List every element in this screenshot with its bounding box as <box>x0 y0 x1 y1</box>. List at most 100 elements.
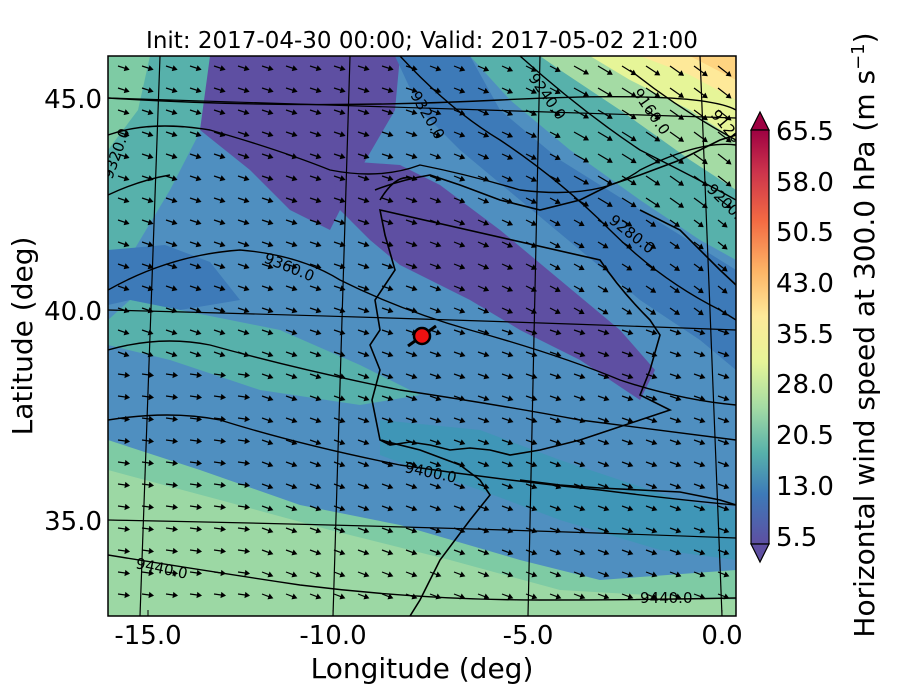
wind-arrow-head <box>339 549 346 556</box>
wind-arrow-head <box>243 329 250 336</box>
wind-arrow-head <box>244 371 251 379</box>
wind-arrow-head <box>171 197 178 204</box>
wind-arrow-head <box>626 287 633 293</box>
wind-arrow-head <box>627 351 634 358</box>
wind-arrow-head <box>220 415 227 423</box>
wind-arrow-head <box>554 66 561 73</box>
wind-arrow-head <box>411 219 418 226</box>
wind-arrow-head <box>411 65 418 72</box>
wind-arrow-head <box>363 219 370 226</box>
wind-arrow-head <box>411 461 418 468</box>
wind-arrow-head <box>721 221 728 228</box>
wind-arrow-head <box>220 503 227 511</box>
wind-arrow-head <box>219 153 226 160</box>
wind-arrow-head <box>315 417 322 424</box>
wind-arrow-head <box>315 153 322 160</box>
wind-arrow-head <box>435 373 442 380</box>
wind-arrow-head <box>459 329 466 336</box>
wind-arrow-head <box>459 395 466 402</box>
map-plot-area: 9320.0 9320.0 9240.0 9160.0 9120.0 9200.… <box>108 56 736 616</box>
wind-arrow-head <box>267 153 274 160</box>
wind-arrow-head <box>172 415 179 423</box>
wind-arrow-head <box>363 263 370 270</box>
wind-arrow-head <box>675 329 682 336</box>
wind-arrow-head <box>603 461 610 468</box>
wind-arrow-head <box>483 241 490 248</box>
wind-arrow-head <box>651 461 658 468</box>
wind-arrow-head <box>651 395 658 402</box>
wind-arrow-head <box>582 201 590 207</box>
wind-arrow-head <box>507 88 514 94</box>
colorbar-tick-label: 43.0 <box>776 269 834 299</box>
wind-arrow-head <box>244 547 251 555</box>
wind-arrow-head <box>699 571 706 578</box>
wind-arrow-head <box>219 329 226 336</box>
wind-arrow-head <box>603 395 610 402</box>
wind-arrow-head <box>148 547 155 555</box>
chart-title: Init: 2017-04-30 00:00; Valid: 2017-05-0… <box>146 28 698 54</box>
wind-arrow-head <box>723 593 730 600</box>
wind-arrow-head <box>555 505 562 512</box>
wind-arrow-head <box>219 219 226 226</box>
wind-arrow-head <box>124 437 131 445</box>
wind-arrow-head <box>387 219 394 226</box>
wind-arrow-head <box>697 265 704 272</box>
wind-arrow-head <box>267 109 274 116</box>
wind-arrow-head <box>291 241 298 248</box>
y-tick-label: 40.0 <box>44 297 102 327</box>
wind-arrow-head <box>387 483 394 490</box>
wind-arrow-head <box>147 131 154 138</box>
wind-arrow-head <box>435 65 442 72</box>
wind-arrow-head <box>363 549 370 556</box>
wind-arrow-head <box>554 220 561 227</box>
wind-arrow-head <box>603 417 610 424</box>
wind-arrow-head <box>435 593 442 600</box>
wind-arrow-head <box>172 459 179 467</box>
wind-arrow-head <box>291 549 298 556</box>
wind-arrow-head <box>459 87 466 94</box>
colorbar-tick-label: 58.0 <box>776 168 834 198</box>
x-axis: -15.0 -10.0 -5.0 0.0 Longitude (deg) <box>114 610 743 685</box>
wind-arrow-head <box>554 110 561 117</box>
wind-arrow-head <box>459 307 466 314</box>
wind-arrow-head <box>578 242 585 249</box>
wind-arrow-head <box>195 131 202 138</box>
wind-arrow-head <box>411 593 418 600</box>
wind-arrows <box>117 65 732 600</box>
wind-arrow-head <box>315 483 322 490</box>
wind-arrow-head <box>124 415 131 423</box>
wind-arrow-head <box>675 549 682 556</box>
wind-arrow-head <box>723 439 730 446</box>
wind-arrow-head <box>363 131 370 138</box>
wind-arrow-head <box>603 439 610 446</box>
wind-arrow-head <box>267 87 274 94</box>
wind-arrow-head <box>244 503 251 511</box>
wind-arrow-head <box>554 88 561 95</box>
wind-arrow-head <box>315 285 322 292</box>
wind-arrow-head <box>673 221 680 227</box>
wind-arrow-head <box>602 242 609 249</box>
wind-arrow-head <box>507 242 514 248</box>
wind-arrow-head <box>339 241 346 248</box>
wind-arrow-head <box>673 309 680 315</box>
wind-arrow-head <box>147 65 154 72</box>
wind-arrow-head <box>677 70 685 76</box>
wind-arrow-head <box>363 329 370 336</box>
wind-arrow-head <box>244 437 251 445</box>
wind-arrow-head <box>483 417 490 424</box>
wind-arrow-head <box>677 202 685 208</box>
colorbar-tick-label: 28.0 <box>776 370 834 400</box>
wind-arrow-head <box>411 197 418 204</box>
wind-arrow-head <box>315 175 322 182</box>
wind-arrow-head <box>363 241 370 248</box>
wind-arrow-head <box>363 285 370 292</box>
wind-arrow-head <box>602 264 609 271</box>
wind-arrow-head <box>630 179 637 186</box>
wind-arrow-head <box>387 351 394 358</box>
wind-arrow-head <box>603 505 610 512</box>
wind-arrow-head <box>555 417 562 424</box>
colorbar-label-sup: −1 <box>848 43 869 70</box>
wind-arrow-head <box>555 483 562 490</box>
wind-arrow-head <box>123 131 130 138</box>
wind-arrow-head <box>411 417 418 424</box>
